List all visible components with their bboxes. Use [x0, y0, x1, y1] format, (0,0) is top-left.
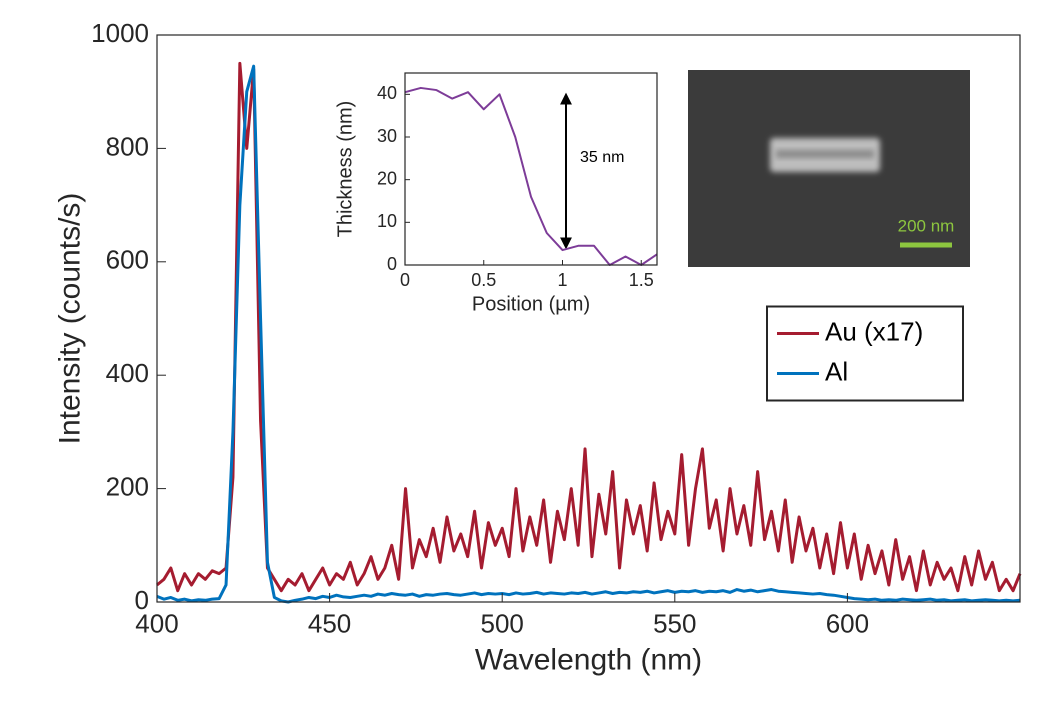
x-tick-label: 1 — [557, 270, 567, 290]
chart: 400 450 500 550 60002004006008001000Waveleng… — [53, 18, 1022, 676]
legend: Au (x17) Al — [766, 305, 964, 402]
sem-image: 200 nm — [688, 70, 970, 267]
x-tick-label: 0.5 — [471, 270, 496, 290]
scale-bar-label: 200 nm — [898, 216, 955, 235]
legend-label: Au (x17) — [825, 316, 923, 346]
y-axis-label: Thickness (nm) — [334, 101, 356, 238]
annotation: 35 nm — [580, 149, 624, 166]
legend-label: Al — [825, 356, 848, 386]
y-tick-label: 40 — [377, 83, 397, 103]
x-tick-label: 500 — [481, 608, 524, 638]
data-line — [156, 61, 1022, 593]
y-tick-label: 1000 — [91, 18, 149, 48]
sem-particle-texture — [776, 150, 874, 158]
y-tick-label: 10 — [377, 211, 397, 231]
legend-box — [766, 305, 964, 402]
y-axis-label: Intensity (counts/s) — [53, 193, 86, 445]
x-tick-label: 400 — [135, 608, 178, 638]
data-line — [156, 64, 1021, 604]
data-line — [404, 86, 658, 266]
x-tick-label: 550 — [653, 608, 696, 638]
y-tick-label: 600 — [106, 245, 149, 275]
x-tick-label: 600 — [826, 608, 869, 638]
y-tick-label: 200 — [106, 471, 149, 501]
axes-box — [404, 72, 658, 266]
axes-box — [156, 34, 1021, 603]
x-tick-label: 450 — [308, 608, 351, 638]
y-tick-label: 0 — [387, 254, 397, 274]
x-tick-label: 1.5 — [629, 270, 654, 290]
y-tick-label: 30 — [377, 126, 397, 146]
x-axis-label: Position (µm) — [472, 293, 590, 315]
x-tick-label: 0 — [400, 270, 410, 290]
y-tick-label: 800 — [106, 131, 149, 161]
y-tick-label: 0 — [135, 585, 149, 615]
chart: 0 0.5 1 1.5 0 10 20 30 40 Position (µm) Thickness … — [334, 72, 658, 315]
x-axis-label: Wavelength (nm) — [475, 643, 702, 676]
y-tick-label: 400 — [106, 358, 149, 388]
y-tick-label: 20 — [377, 168, 397, 188]
